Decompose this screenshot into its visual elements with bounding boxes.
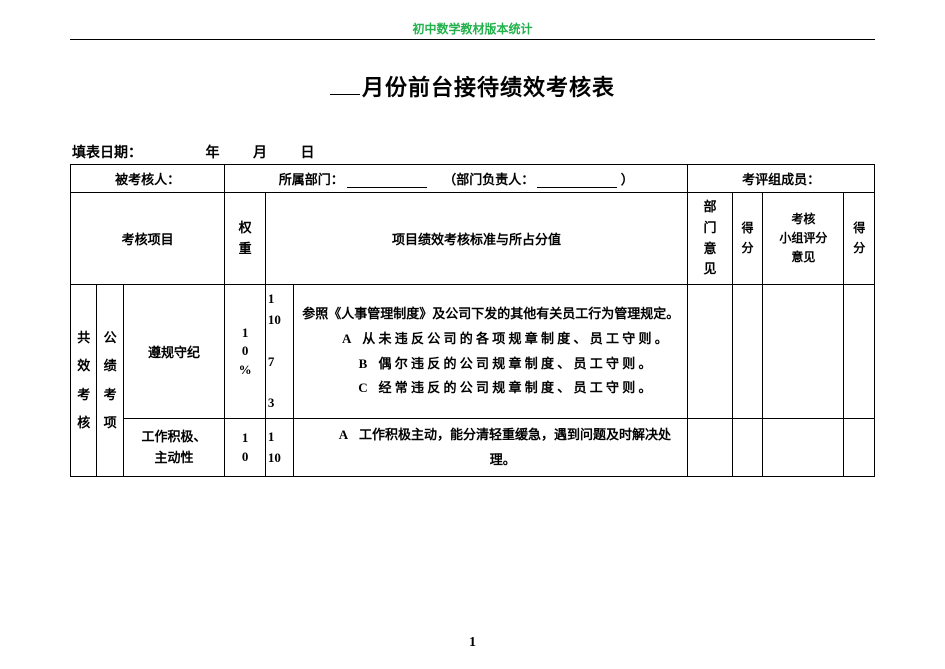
date-label: 填表日期： [72, 146, 142, 161]
item-name: 遵规守纪 [123, 285, 225, 419]
data-row: 共 效 考 核 公 绩 考 项 遵规守纪 1 0 % 1 10 7 3 参照《人… [71, 285, 875, 419]
col-group-opinion: 考核 小组评分 意见 [763, 193, 844, 285]
item-name: 工作积极、 主动性 [123, 418, 225, 476]
doc-title: 月份前台接待绩效考核表 [70, 70, 875, 102]
score2-cell [844, 418, 875, 476]
item-criteria: A 工作积极主动，能分清轻重缓急，遇到问题及时解决处理。 [294, 418, 688, 476]
column-header-row: 考核项目 权 重 项目绩效考核标准与所占分值 部 门 意 见 得 分 考核 小组… [71, 193, 875, 285]
panel-label: 考评组成员： [742, 172, 820, 187]
identity-row: 被考核人： 所属部门： （部门负责人： ） 考评组成员： [71, 165, 875, 193]
assessee-label: 被考核人： [115, 172, 180, 187]
date-year: 年 [206, 146, 220, 161]
group-opinion-cell [763, 285, 844, 419]
dept-opinion-cell [688, 285, 733, 419]
col-dept-opinion: 部 门 意 见 [688, 193, 733, 285]
dept-label: 所属部门： [279, 172, 344, 187]
fill-date-line: 填表日期： 年 月 日 [72, 142, 875, 164]
page-number: 1 [0, 635, 945, 651]
panel-cell: 考评组成员： [688, 165, 875, 193]
item-weight: 1 0 % [225, 285, 266, 419]
dept-opinion-cell [688, 418, 733, 476]
header-rule [70, 39, 875, 40]
data-row: 工作积极、 主动性 1 0 1 10 A 工作积极主动，能分清轻重缓急，遇到问题… [71, 418, 875, 476]
item-scorecol: 1 10 7 3 [265, 285, 293, 419]
col-criteria: 项目绩效考核标准与所占分值 [265, 193, 687, 285]
item-scorecol: 1 10 [265, 418, 293, 476]
col-score2: 得 分 [844, 193, 875, 285]
title-text: 月份前台接待绩效考核表 [362, 75, 615, 100]
appraisal-table: 被考核人： 所属部门： （部门负责人： ） 考评组成员： 考核项目 权 重 项目… [70, 164, 875, 477]
assessee-cell: 被考核人： [71, 165, 225, 193]
date-month: 月 [253, 146, 267, 161]
score1-cell [732, 418, 762, 476]
item-weight: 1 0 [225, 418, 266, 476]
date-day: 日 [301, 146, 315, 161]
col-score1: 得 分 [732, 193, 762, 285]
score2-cell [844, 285, 875, 419]
dept-head-label: （部门负责人： [443, 172, 534, 187]
col-weight: 权 重 [225, 193, 266, 285]
group-opinion-cell [763, 418, 844, 476]
dept-cell: 所属部门： （部门负责人： ） [225, 165, 688, 193]
dept-head-close: ） [621, 172, 634, 187]
header-watermark: 初中数学教材版本统计 [70, 20, 875, 37]
item-criteria: 参照《人事管理制度》及公司下发的其他有关员工行为管理规定。A 从 未 违 反 公… [294, 285, 688, 419]
col-item: 考核项目 [71, 193, 225, 285]
score1-cell [732, 285, 762, 419]
group-col-2: 公 绩 考 项 [97, 285, 123, 477]
group-col-1: 共 效 考 核 [71, 285, 97, 477]
